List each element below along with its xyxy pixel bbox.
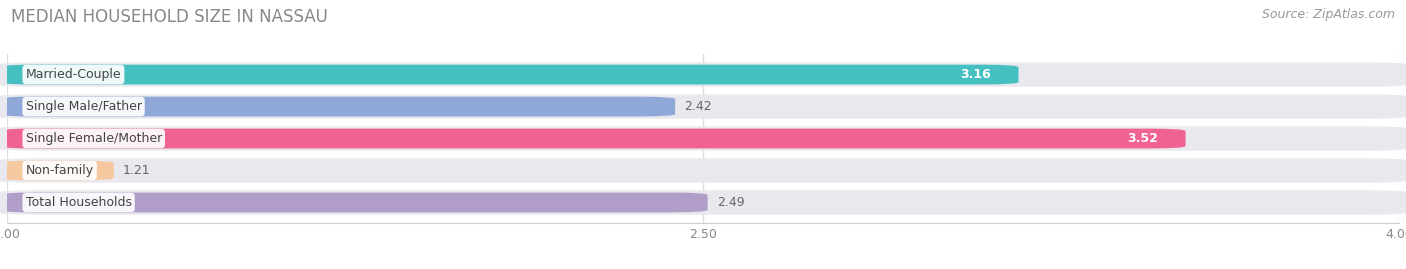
FancyBboxPatch shape — [0, 193, 707, 213]
Text: Single Female/Mother: Single Female/Mother — [25, 132, 162, 145]
FancyBboxPatch shape — [0, 97, 675, 116]
FancyBboxPatch shape — [0, 62, 1406, 87]
FancyBboxPatch shape — [0, 129, 1185, 148]
Text: 1.21: 1.21 — [124, 164, 150, 177]
Text: MEDIAN HOUSEHOLD SIZE IN NASSAU: MEDIAN HOUSEHOLD SIZE IN NASSAU — [11, 8, 328, 26]
FancyBboxPatch shape — [0, 65, 1018, 84]
Text: Single Male/Father: Single Male/Father — [25, 100, 142, 113]
Text: Married-Couple: Married-Couple — [25, 68, 121, 81]
Text: Non-family: Non-family — [25, 164, 94, 177]
FancyBboxPatch shape — [0, 158, 1406, 183]
FancyBboxPatch shape — [0, 126, 1406, 151]
FancyBboxPatch shape — [0, 94, 1406, 119]
Text: Total Households: Total Households — [25, 196, 132, 209]
FancyBboxPatch shape — [0, 190, 1406, 215]
Text: 3.16: 3.16 — [960, 68, 991, 81]
Text: Source: ZipAtlas.com: Source: ZipAtlas.com — [1261, 8, 1395, 21]
FancyBboxPatch shape — [0, 161, 114, 180]
Text: 2.49: 2.49 — [717, 196, 745, 209]
Text: 2.42: 2.42 — [685, 100, 711, 113]
Text: 3.52: 3.52 — [1126, 132, 1157, 145]
